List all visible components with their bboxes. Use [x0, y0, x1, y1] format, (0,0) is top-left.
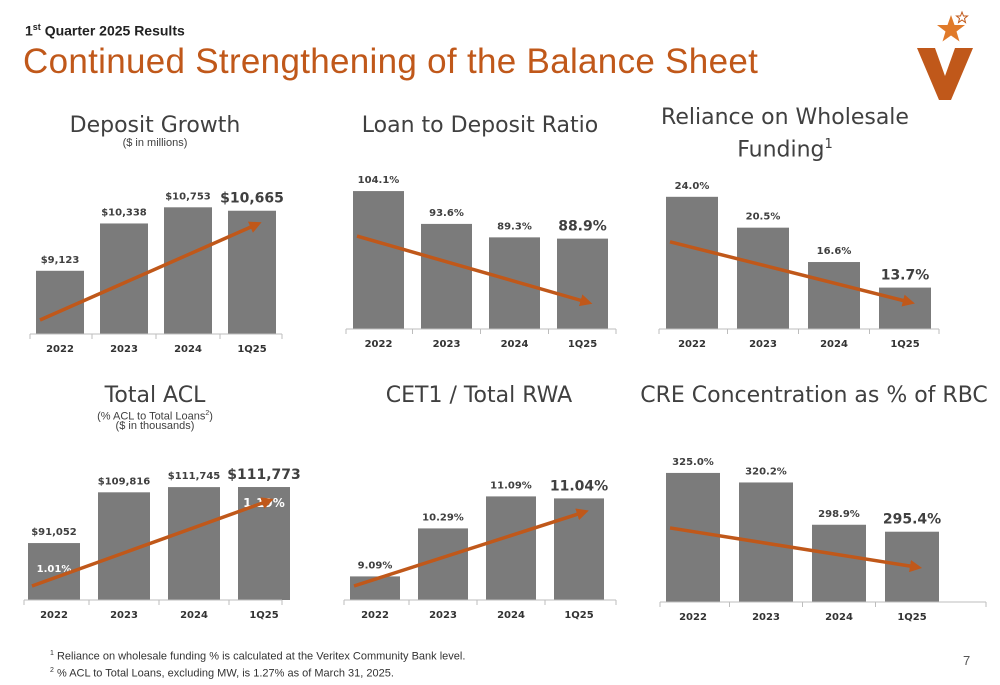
panel-deposit-growth: Deposit Growth ($ in millions) $9,123 202…	[24, 108, 286, 358]
x-tick-label: 2022	[361, 610, 389, 621]
data-label: 325.0%	[672, 457, 714, 468]
data-label: 20.5%	[746, 212, 781, 223]
data-label: 298.9%	[818, 509, 860, 520]
data-label: 9.09%	[358, 560, 393, 571]
trend-arrow	[31, 497, 274, 588]
data-label: 16.6%	[817, 246, 852, 257]
trend-arrow	[353, 508, 589, 588]
footnotes: 1 Reliance on wholesale funding % is cal…	[50, 647, 465, 680]
data-label: 295.4%	[883, 512, 941, 528]
x-tick-label: 2024	[180, 610, 208, 621]
bar-2023	[100, 223, 148, 334]
data-label: $9,123	[41, 255, 80, 266]
x-tick-label: 2024	[497, 610, 525, 621]
data-label: 11.04%	[550, 478, 608, 494]
bar-2024	[486, 496, 536, 600]
bar-1q25	[879, 287, 931, 329]
bar-2024	[168, 487, 220, 600]
chart-title: CRE Concentration as % of RBC	[640, 383, 988, 408]
bar-2022	[353, 191, 404, 329]
bar-2022	[666, 196, 718, 329]
x-tick-label: 1Q25	[237, 344, 266, 355]
panel-cre-concentration: CRE Concentration as % of RBC 325.0% 2022…	[636, 380, 992, 630]
loan-to-deposit-chart: 104.1% 2022 93.6% 2023 89.3% 2024 88.9% 1Q25	[345, 175, 617, 350]
data-label: $10,753	[165, 191, 211, 202]
x-tick-label: 2022	[46, 344, 74, 355]
x-tick-label: 1Q25	[568, 339, 597, 350]
chart-title: Deposit Growth	[69, 113, 241, 138]
x-tick-label: 2023	[749, 339, 777, 350]
bar-2024	[164, 207, 212, 334]
bar-1q25	[228, 210, 276, 334]
chart-title: Loan to Deposit Ratio	[361, 113, 599, 138]
veritex-v-star-logo-icon	[917, 10, 973, 100]
x-tick-label: 2023	[110, 610, 138, 621]
x-tick-label: 2023	[752, 612, 780, 623]
x-tick-label: 2024	[501, 339, 529, 350]
bar-2024	[808, 262, 860, 329]
data-label: 104.1%	[358, 175, 400, 186]
bar-2024	[812, 524, 866, 602]
bar-2023	[737, 227, 789, 329]
x-tick-label: 2023	[433, 339, 461, 350]
data-label: 10.29%	[422, 512, 464, 523]
x-tick-label: 2022	[679, 612, 707, 623]
data-label: $111,773	[227, 467, 301, 483]
panel-cet1-rwa: CET1 / Total RWA 9.09% 2022 10.29% 2023 11.0…	[338, 380, 620, 630]
section-kicker: 1st Quarter 2025 Results	[25, 22, 185, 39]
wholesale-funding-chart: 24.0% 2022 20.5% 2023 16.6% 2024 13.7% 1Q25	[658, 181, 940, 350]
bar-1q25	[557, 238, 608, 329]
x-tick-label: 2022	[365, 339, 393, 350]
x-tick-label: 1Q25	[249, 610, 278, 621]
trend-arrow	[669, 240, 915, 307]
data-label: 89.3%	[497, 221, 532, 232]
chart-subtitle: ($ in millions)	[122, 137, 188, 149]
data-label: 93.6%	[429, 208, 464, 219]
x-tick-label: 1Q25	[890, 339, 919, 350]
chart-subtitle-units: ($ in thousands)	[115, 420, 195, 432]
cre-concentration-chart: 325.0% 2022 320.2% 2023 298.9% 2024 295.4% 1Q25	[659, 457, 987, 623]
acl-ratio-label: 1.01%	[37, 564, 72, 575]
deposit-growth-chart: $9,123 2022 $10,338 2023 $10,753 2024 $10,665 1…	[29, 191, 284, 355]
chart-subtitle: (% ACL to Total Loans2)	[97, 410, 213, 423]
page-title: Continued Strengthening of the Balance S…	[23, 42, 759, 81]
bar-2022	[666, 472, 720, 602]
footnote-1: 1 Reliance on wholesale funding % is cal…	[50, 650, 466, 663]
x-tick-label: 2024	[825, 612, 853, 623]
chart-title: CET1 / Total RWA	[385, 383, 573, 408]
bar-2023	[421, 223, 472, 329]
x-tick-label: 1Q25	[564, 610, 593, 621]
data-label: $91,052	[31, 527, 77, 538]
chart-title: Reliance on Wholesale Funding1	[661, 105, 909, 163]
data-label: $109,816	[98, 476, 151, 487]
panel-loan-to-deposit-ratio: Loan to Deposit Ratio 104.1% 2022 93.6% 202…	[340, 108, 620, 358]
data-label: 11.09%	[490, 480, 532, 491]
chart-title: Total ACL	[104, 383, 206, 408]
data-label: 88.9%	[558, 219, 607, 235]
x-tick-label: 2022	[678, 339, 706, 350]
x-tick-label: 2024	[820, 339, 848, 350]
panel-total-acl: Total ACL (% ACL to Total Loans2) ($ in …	[23, 380, 301, 630]
footnote-2: 2 % ACL to Total Loans, excluding MW, is…	[50, 666, 394, 680]
data-label: $111,745	[168, 471, 221, 482]
page-number: 7	[963, 653, 971, 668]
x-tick-label: 2023	[429, 610, 457, 621]
panel-wholesale-funding: Reliance on Wholesale Funding1 24.0% 2022…	[655, 104, 945, 358]
x-tick-label: 2023	[110, 344, 138, 355]
x-tick-label: 1Q25	[897, 612, 926, 623]
trend-arrow	[669, 526, 923, 573]
cet1-rwa-chart: 9.09% 2022 10.29% 2023 11.09% 2024 11.04% 1Q25	[343, 478, 617, 621]
data-label: 13.7%	[881, 268, 930, 284]
bar-2024	[489, 237, 540, 329]
x-tick-label: 2024	[174, 344, 202, 355]
data-label: 320.2%	[745, 466, 787, 477]
data-label: 24.0%	[675, 181, 710, 192]
data-label: $10,665	[220, 191, 284, 207]
data-label: $10,338	[101, 207, 147, 218]
trend-arrow	[39, 221, 262, 322]
total-acl-chart: $91,052 2022 1.01% $109,816 2023 $111,745 2024…	[23, 467, 301, 621]
x-tick-label: 2022	[40, 610, 68, 621]
trend-arrow	[356, 234, 593, 307]
